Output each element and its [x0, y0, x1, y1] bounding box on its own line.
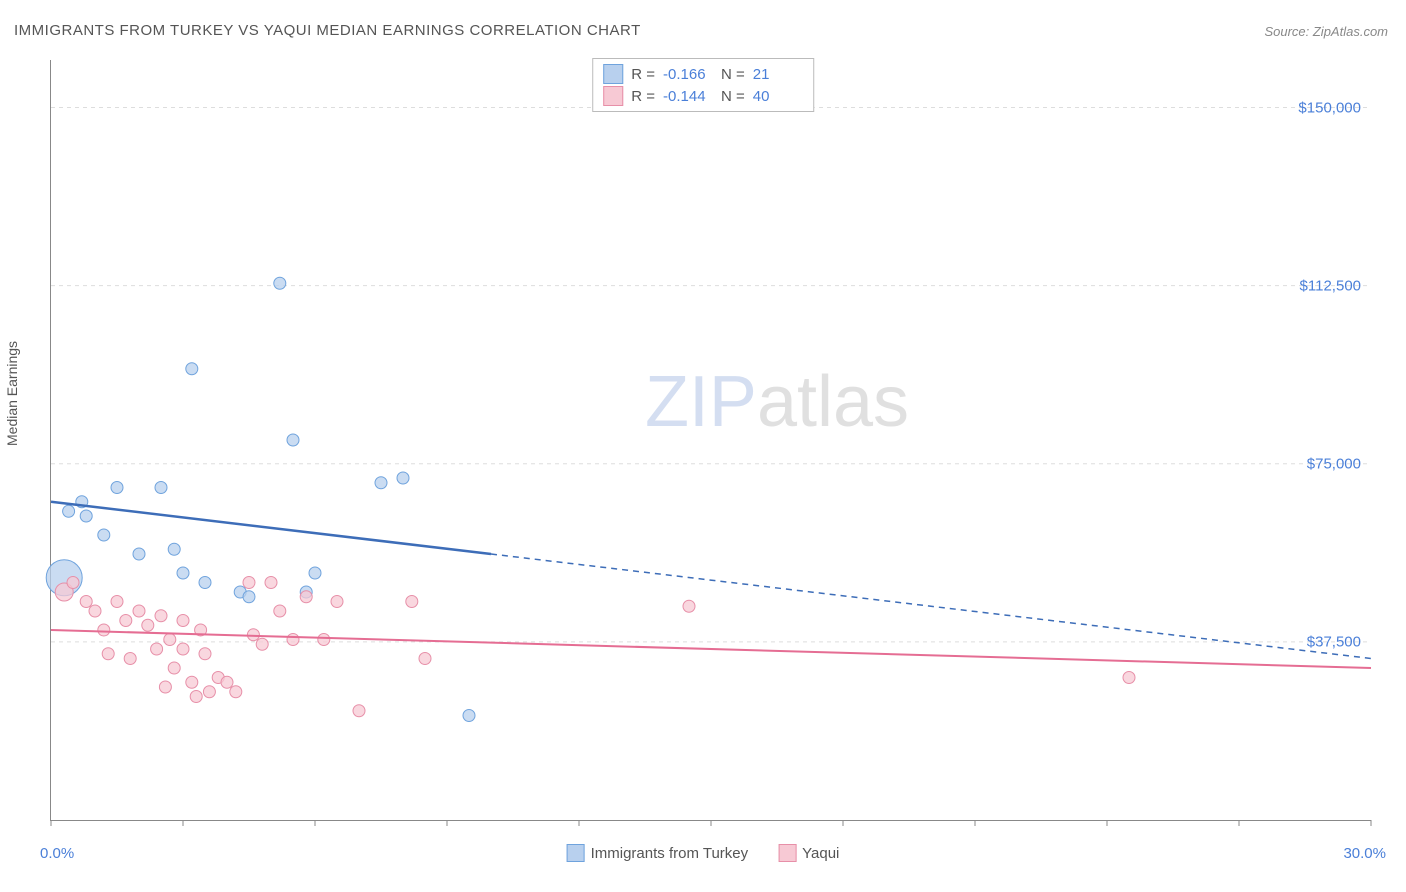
r-label: R = — [631, 88, 655, 105]
correlation-chart: IMMIGRANTS FROM TURKEY VS YAQUI MEDIAN E… — [0, 0, 1406, 892]
legend-item-turkey: Immigrants from Turkey — [567, 844, 749, 862]
stats-legend: R = -0.166 N = 21 R = -0.144 N = 40 — [592, 58, 814, 112]
x-max-label: 30.0% — [1343, 845, 1386, 862]
legend-label-turkey: Immigrants from Turkey — [591, 845, 749, 862]
plot-area: ZIPatlas $37,500$75,000$112,500$150,000 — [50, 60, 1371, 821]
n-value-yaqui: 40 — [753, 88, 803, 105]
legend-label-yaqui: Yaqui — [802, 845, 839, 862]
swatch-yaqui — [603, 86, 623, 106]
r-value-yaqui: -0.144 — [663, 88, 713, 105]
chart-title: IMMIGRANTS FROM TURKEY VS YAQUI MEDIAN E… — [14, 22, 641, 39]
stats-row-yaqui: R = -0.144 N = 40 — [603, 85, 803, 107]
plot-svg — [51, 60, 1371, 820]
swatch-turkey — [603, 64, 623, 84]
n-label: N = — [721, 88, 745, 105]
y-tick-label: $112,500 — [1300, 277, 1361, 294]
y-tick-label: $37,500 — [1307, 633, 1361, 650]
legend-swatch-yaqui — [778, 844, 796, 862]
source-label: Source: ZipAtlas.com — [1264, 24, 1388, 39]
legend-swatch-turkey — [567, 844, 585, 862]
y-tick-label: $150,000 — [1298, 99, 1361, 116]
bottom-legend: Immigrants from Turkey Yaqui — [567, 844, 840, 862]
legend-item-yaqui: Yaqui — [778, 844, 839, 862]
r-value-turkey: -0.166 — [663, 66, 713, 83]
n-value-turkey: 21 — [753, 66, 803, 83]
r-label: R = — [631, 66, 655, 83]
stats-row-turkey: R = -0.166 N = 21 — [603, 63, 803, 85]
y-axis-title: Median Earnings — [4, 341, 20, 446]
n-label: N = — [721, 66, 745, 83]
y-tick-label: $75,000 — [1307, 455, 1361, 472]
x-min-label: 0.0% — [40, 845, 74, 862]
